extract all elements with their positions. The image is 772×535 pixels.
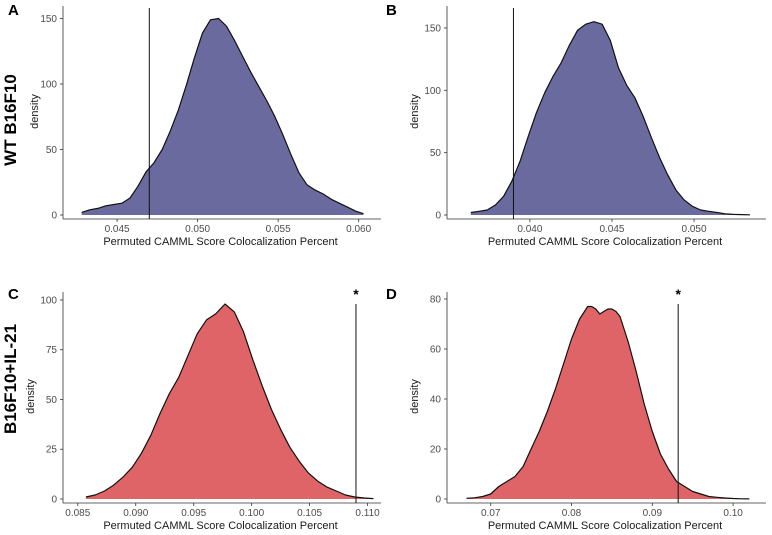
y-tick-label: 100 bbox=[424, 86, 441, 97]
y-tick-label: 100 bbox=[40, 295, 57, 306]
y-tick-label: 150 bbox=[424, 23, 441, 34]
x-tick-label: 0.045 bbox=[105, 224, 130, 235]
x-tick-label: 0.10 bbox=[723, 508, 743, 519]
y-tick-label: 25 bbox=[46, 445, 58, 456]
y-tick-label: 40 bbox=[430, 395, 442, 406]
x-axis-title: Permuted CAMML Score Colocalization Perc… bbox=[103, 520, 337, 532]
density-curve bbox=[466, 305, 750, 500]
density-area bbox=[85, 304, 374, 499]
y-tick-label: 80 bbox=[430, 295, 442, 306]
x-tick-label: 0.090 bbox=[123, 508, 148, 519]
x-tick-label: 0.105 bbox=[297, 508, 322, 519]
x-tick-label: 0.07 bbox=[481, 508, 501, 519]
x-tick-label: 0.100 bbox=[239, 508, 264, 519]
panel-c: C 0 25 50 75 100 0.085 0.090 0.095 0.100 0.105 0.11… bbox=[8, 286, 381, 532]
y-tick-label: 0 bbox=[435, 211, 441, 222]
x-tick-label: 0.055 bbox=[266, 224, 291, 235]
x-tick-label: 0.095 bbox=[181, 508, 206, 519]
panel-letter: C bbox=[8, 286, 19, 303]
density-curve bbox=[81, 17, 364, 215]
significance-marker: * bbox=[675, 286, 681, 302]
x-tick-label: 0.050 bbox=[682, 224, 707, 235]
panel-letter: B bbox=[386, 2, 397, 19]
y-tick-label: 0 bbox=[51, 211, 57, 222]
y-tick-label: 150 bbox=[40, 14, 57, 25]
density-area bbox=[470, 21, 750, 216]
x-tick-label: 0.09 bbox=[643, 508, 663, 519]
y-tick-label: 50 bbox=[46, 395, 58, 406]
x-axis-title: Permuted CAMML Score Colocalization Perc… bbox=[488, 236, 722, 248]
x-axis-title: Permuted CAMML Score Colocalization Perc… bbox=[488, 520, 722, 532]
x-tick-label: 0.085 bbox=[65, 508, 90, 519]
y-tick-label: 75 bbox=[46, 345, 58, 356]
row-label-il21: B16F10+IL-21 bbox=[1, 324, 20, 434]
x-tick-label: 0.060 bbox=[346, 224, 371, 235]
y-axis-title: density bbox=[25, 379, 37, 414]
density-curve bbox=[85, 303, 374, 500]
x-tick-label: 0.110 bbox=[355, 508, 380, 519]
density-area bbox=[466, 306, 750, 499]
x-tick-label: 0.045 bbox=[599, 224, 624, 235]
y-tick-label: 0 bbox=[51, 495, 57, 506]
y-axis-title: density bbox=[409, 379, 421, 414]
significance-marker: * bbox=[353, 286, 359, 302]
y-tick-label: 0 bbox=[435, 495, 441, 506]
y-tick-label: 60 bbox=[430, 345, 442, 356]
panel-letter: A bbox=[8, 2, 19, 19]
x-tick-label: 0.050 bbox=[185, 224, 210, 235]
x-axis-title: Permuted CAMML Score Colocalization Perc… bbox=[103, 236, 337, 248]
panel-letter: D bbox=[386, 286, 397, 303]
density-curve bbox=[470, 21, 750, 216]
x-tick-label: 0.08 bbox=[562, 508, 582, 519]
y-tick-label: 100 bbox=[40, 79, 57, 90]
y-axis-title: density bbox=[409, 94, 421, 129]
row-label-wt: WT B16F10 bbox=[1, 74, 20, 166]
y-axis-title: density bbox=[29, 94, 41, 129]
y-tick-label: 50 bbox=[46, 145, 58, 156]
y-tick-label: 50 bbox=[430, 148, 442, 159]
density-area bbox=[81, 18, 364, 215]
y-tick-label: 20 bbox=[430, 445, 442, 456]
x-tick-label: 0.040 bbox=[517, 224, 542, 235]
panel-a: A 0 50 100 150 0.045 0.050 0.055 0.060 Permuted C… bbox=[8, 2, 381, 248]
